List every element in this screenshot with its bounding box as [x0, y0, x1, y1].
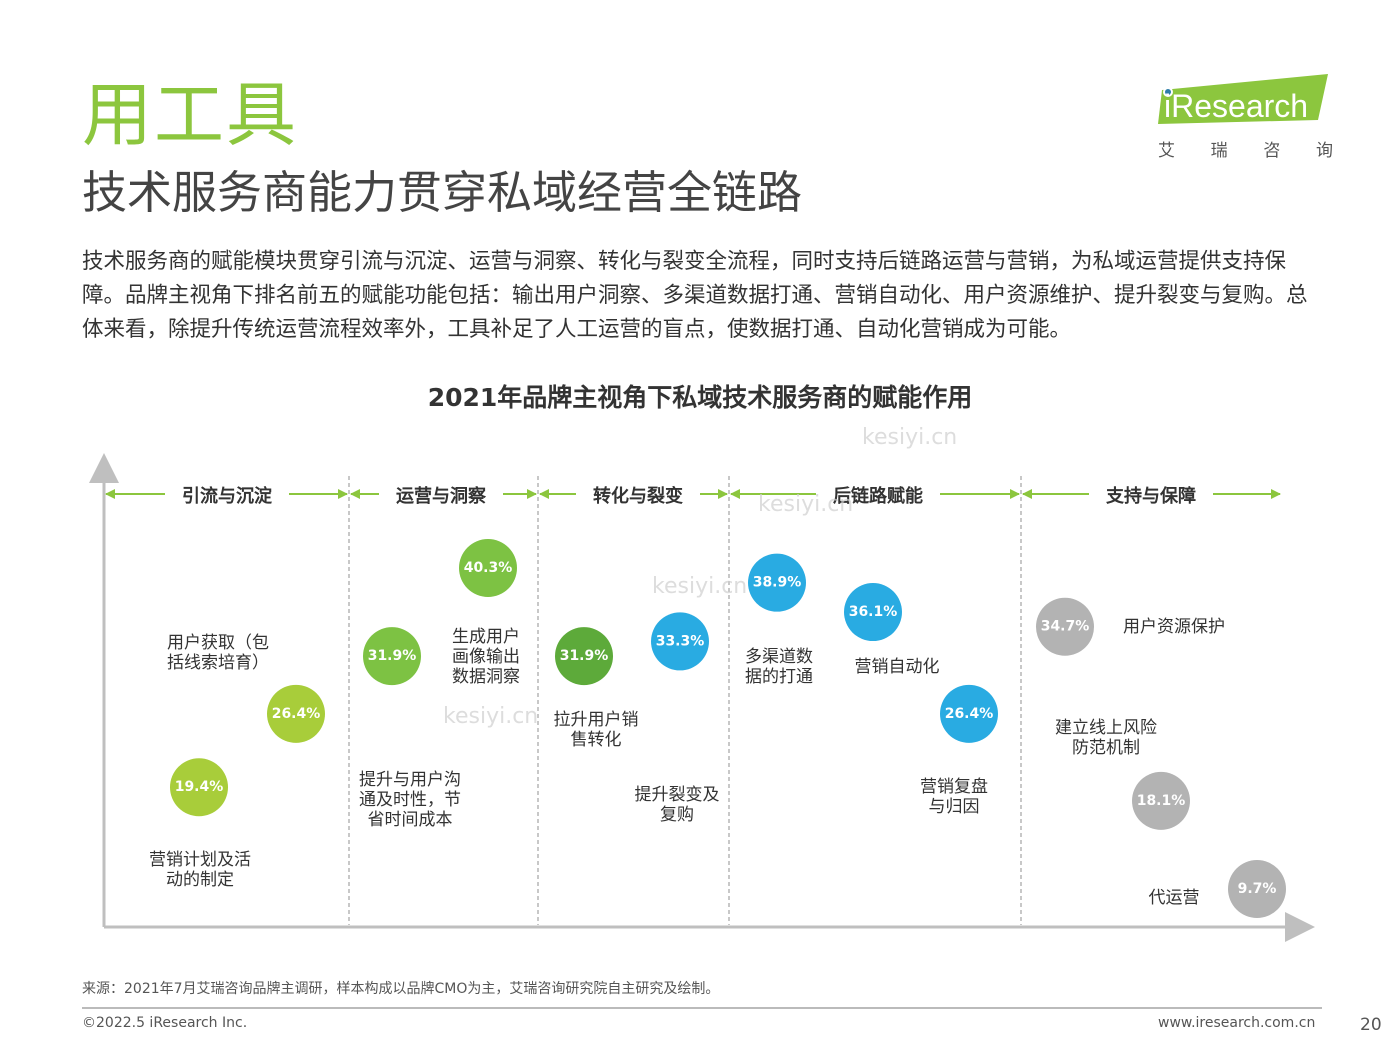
bubble-point: 38.9%: [748, 553, 806, 612]
bubble-circle: [651, 612, 709, 671]
bubble-category-label: 代运营: [1148, 888, 1200, 908]
category-label: 后链路赋能: [833, 486, 923, 507]
bubble-circle: [170, 758, 228, 817]
logo-sub-char: 艾: [1158, 141, 1175, 161]
bubble-category-label: 营销复盘 与归因: [920, 777, 988, 817]
category-label: 运营与洞察: [396, 486, 486, 507]
bubble-point: 26.4%: [267, 684, 325, 743]
bubble-circle: [1228, 860, 1286, 918]
footer-copyright: ©2022.5 iResearch Inc.: [82, 1015, 248, 1031]
bubble-circle: [1132, 771, 1190, 830]
category-label: 转化与裂变: [593, 486, 683, 507]
bubble-value-label: 34.7%: [1041, 619, 1090, 635]
footer-divider: [82, 1007, 1322, 1009]
bubble-value-label: 26.4%: [272, 706, 321, 722]
logo-sub-char: 瑞: [1210, 141, 1228, 161]
bubble-point: 34.7%: [1036, 597, 1094, 656]
intro-paragraph: 技术服务商的赋能模块贯穿引流与沉淀、运营与洞察、转化与裂变全流程，同时支持后链路…: [82, 249, 1308, 342]
bubble-point: 19.4%: [170, 758, 228, 817]
bubble-category-label: 生成用户 画像输出 数据洞察: [452, 627, 520, 687]
bubble-point: 36.1%: [844, 583, 902, 642]
page-title: 技术服务商能力贯穿私域经营全链路: [82, 166, 803, 219]
bubble-circle: [555, 627, 613, 686]
chart-title: 2021年品牌主视角下私域技术服务商的赋能作用: [427, 383, 973, 412]
bubble-value-label: 38.9%: [753, 575, 802, 591]
chart-axes: [89, 453, 1315, 942]
bubble-circle: [267, 684, 325, 743]
bubble-category-label: 用户资源保护: [1123, 617, 1225, 637]
bubble-value-label: 31.9%: [368, 648, 417, 664]
bubble-value-label: 18.1%: [1137, 793, 1186, 809]
bubble-circle: [459, 539, 517, 597]
bubble-point: 26.4%: [940, 684, 998, 743]
bubble-point: 31.9%: [363, 627, 421, 686]
bubble-value-label: 33.3%: [656, 633, 705, 649]
bubble-circle: [748, 553, 806, 612]
logo-sub-char: 咨: [1263, 141, 1281, 161]
bubble-circle: [363, 627, 421, 686]
bubble-value-label: 26.4%: [945, 706, 994, 722]
watermark: kesiyi.cn: [758, 492, 854, 517]
bubble-category-label: 提升裂变及 复购: [634, 785, 720, 825]
watermark: kesiyi.cn: [862, 425, 958, 450]
category-label: 引流与沉淀: [182, 486, 272, 507]
bubble-category-label: 营销计划及活 动的制定: [149, 850, 251, 890]
logo-text: iResearch: [1164, 88, 1308, 124]
bubble-category-label: 用户获取（包 括线索培育）: [167, 633, 269, 673]
bubble-point: 40.3%: [459, 539, 517, 597]
bubble-point: 31.9%: [555, 627, 613, 686]
bubble-category-label: 提升与用户沟 通及时性，节 省时间成本: [359, 770, 461, 830]
footer-url[interactable]: www.iresearch.com.cn: [1158, 1015, 1316, 1031]
watermark: kesiyi.cn: [652, 574, 748, 599]
iresearch-logo: iResearch: [1158, 74, 1328, 124]
bubble-circle: [1036, 597, 1094, 656]
bubble-circle: [940, 684, 998, 743]
bubble-category-label: 营销自动化: [854, 657, 940, 677]
watermark: kesiyi.cn: [443, 704, 539, 729]
page-number: 20: [1360, 1015, 1382, 1035]
bubble-category-label: 建立线上风险 防范机制: [1055, 718, 1157, 758]
section-title: 用工具: [82, 74, 298, 156]
logo-sub-char: 询: [1315, 141, 1333, 161]
bubble-point: 33.3%: [651, 612, 709, 671]
bubble-point: 9.7%: [1228, 860, 1286, 918]
bubble-circle: [844, 583, 902, 642]
category-label: 支持与保障: [1106, 486, 1196, 507]
bubble-point: 18.1%: [1132, 771, 1190, 830]
bubble-value-label: 9.7%: [1238, 881, 1277, 897]
bubble-value-label: 36.1%: [849, 604, 898, 620]
bubble-value-label: 19.4%: [175, 779, 224, 795]
bubble-value-label: 40.3%: [464, 560, 513, 576]
bubble-value-label: 31.9%: [560, 648, 609, 664]
footer-source: 来源：2021年7月艾瑞咨询品牌主调研，样本构成以品牌CMO为主，艾瑞咨询研究院…: [82, 981, 720, 997]
logo-subtitle: 艾 瑞 咨 询: [1158, 136, 1333, 161]
bubble-category-label: 多渠道数 据的打通: [745, 647, 813, 687]
bubble-category-label: 拉升用户销 售转化: [553, 710, 639, 750]
